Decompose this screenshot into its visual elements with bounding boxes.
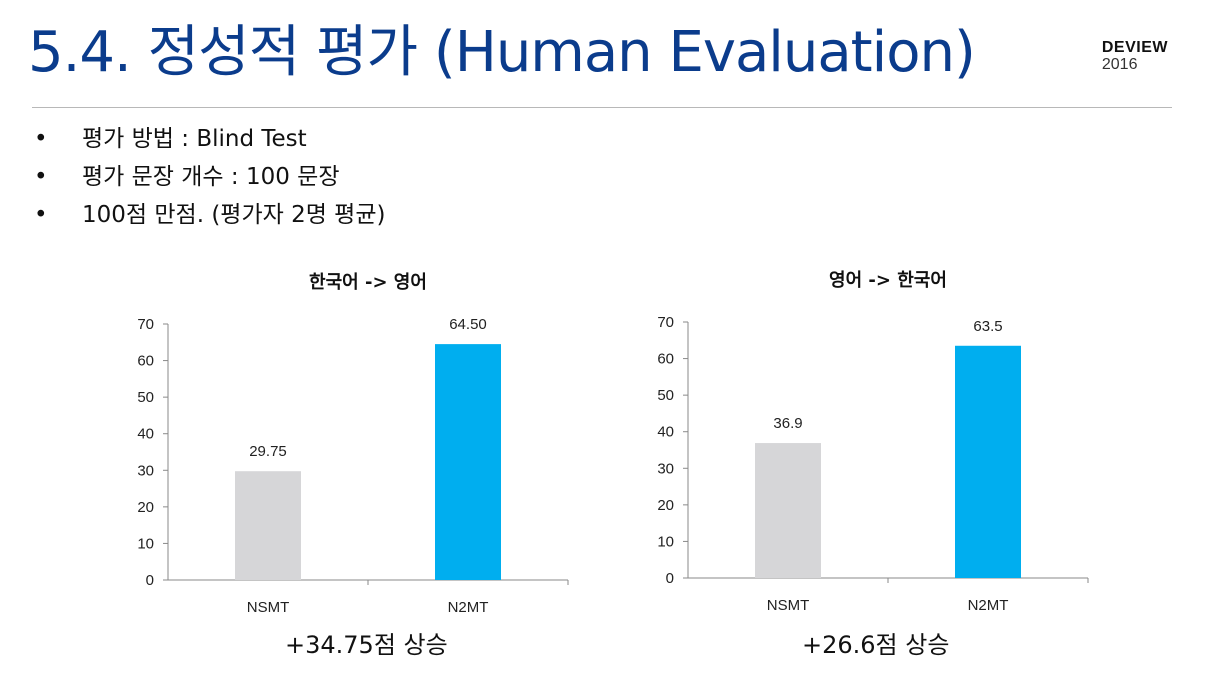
bullet-item: • 평가 문장 개수 : 100 문장 [32, 158, 385, 196]
chart-ko-en-caption: +34.75점 상승 [285, 631, 448, 659]
bullet-icon: • [34, 164, 48, 190]
chart-en-ko-y-tick-label: 70 [657, 314, 674, 331]
chart-ko-en-category-label: NSMT [247, 599, 290, 616]
chart-ko-en-data-label: 64.50 [449, 316, 487, 333]
chart-ko-en-title: 한국어 -> 영어 [309, 272, 427, 293]
chart-ko-en-y-tick-label: 50 [137, 389, 154, 406]
logo-name: DEVIEW [1101, 39, 1168, 56]
chart-ko-en-bar-n2mt [435, 344, 501, 580]
chart-en-ko-data-label: 63.5 [973, 318, 1002, 335]
bullet-list: • 평가 방법 : Blind Test • 평가 문장 개수 : 100 문장… [32, 120, 385, 234]
chart-en-ko: 영어 -> 한국어 0 10 20 30 40 50 60 70 36.9 NSMT 63.5 N2MT [620, 248, 1120, 668]
chart-en-ko-y-tick-label: 30 [657, 460, 674, 477]
chart-ko-en-category-label: N2MT [448, 599, 489, 616]
bullet-item: • 평가 방법 : Blind Test [32, 120, 385, 158]
chart-en-ko-title: 영어 -> 한국어 [829, 270, 947, 291]
logo-year: 2016 [1101, 56, 1138, 73]
bullet-icon: • [34, 202, 48, 228]
bullet-text: 평가 방법 : Blind Test [82, 126, 307, 152]
bullet-text: 100점 만점. (평가자 2명 평균) [82, 202, 386, 228]
chart-en-ko-y-tick-label: 20 [657, 497, 674, 514]
chart-en-ko-category-label: N2MT [968, 597, 1009, 614]
chart-en-ko-category-label: NSMT [767, 597, 810, 614]
bullet-text: 평가 문장 개수 : 100 문장 [82, 164, 340, 190]
chart-en-ko-y-tick-label: 50 [657, 387, 674, 404]
page-title: 5.4. 정성적 평가 (Human Evaluation) [28, 20, 976, 85]
chart-ko-en-y-tick-label: 40 [137, 426, 154, 443]
title-divider [32, 107, 1172, 108]
chart-ko-en-y-tick-label: 70 [137, 316, 154, 333]
chart-ko-en-y-tick-label: 30 [137, 462, 154, 479]
chart-en-ko-y-tick-label: 60 [657, 351, 674, 368]
chart-ko-en: 한국어 -> 영어 0 10 20 30 40 50 60 70 29.75 NSMT 64.50 N2… [100, 250, 600, 670]
chart-ko-en-y-tick-label: 20 [137, 499, 154, 516]
chart-ko-en-y-tick-label: 60 [137, 353, 154, 370]
chart-ko-en-bar-nsmt [235, 471, 301, 580]
chart-ko-en-data-label: 29.75 [249, 443, 287, 460]
chart-en-ko-y-tick-label: 0 [666, 570, 674, 587]
chart-en-ko-bar-nsmt [755, 443, 821, 578]
chart-ko-en-svg: 한국어 -> 영어 0 10 20 30 40 50 60 70 29.75 NSMT 64.50 N2… [137, 272, 569, 616]
chart-en-ko-svg: 영어 -> 한국어 0 10 20 30 40 50 60 70 36.9 NSMT 63.5 N2MT [657, 270, 1089, 614]
chart-en-ko-bar-n2mt [955, 345, 1021, 578]
chart-en-ko-caption: +26.6점 상승 [802, 631, 950, 659]
deview-logo: DEVIEW 2016 [1102, 40, 1168, 74]
chart-en-ko-y-tick-label: 40 [657, 424, 674, 441]
chart-en-ko-y-tick-label: 10 [657, 533, 674, 550]
bullet-icon: • [34, 126, 48, 152]
bullet-item: • 100점 만점. (평가자 2명 평균) [32, 196, 385, 234]
chart-ko-en-y-tick-label: 0 [146, 572, 154, 589]
chart-en-ko-data-label: 36.9 [773, 415, 802, 432]
chart-ko-en-y-tick-label: 10 [137, 535, 154, 552]
